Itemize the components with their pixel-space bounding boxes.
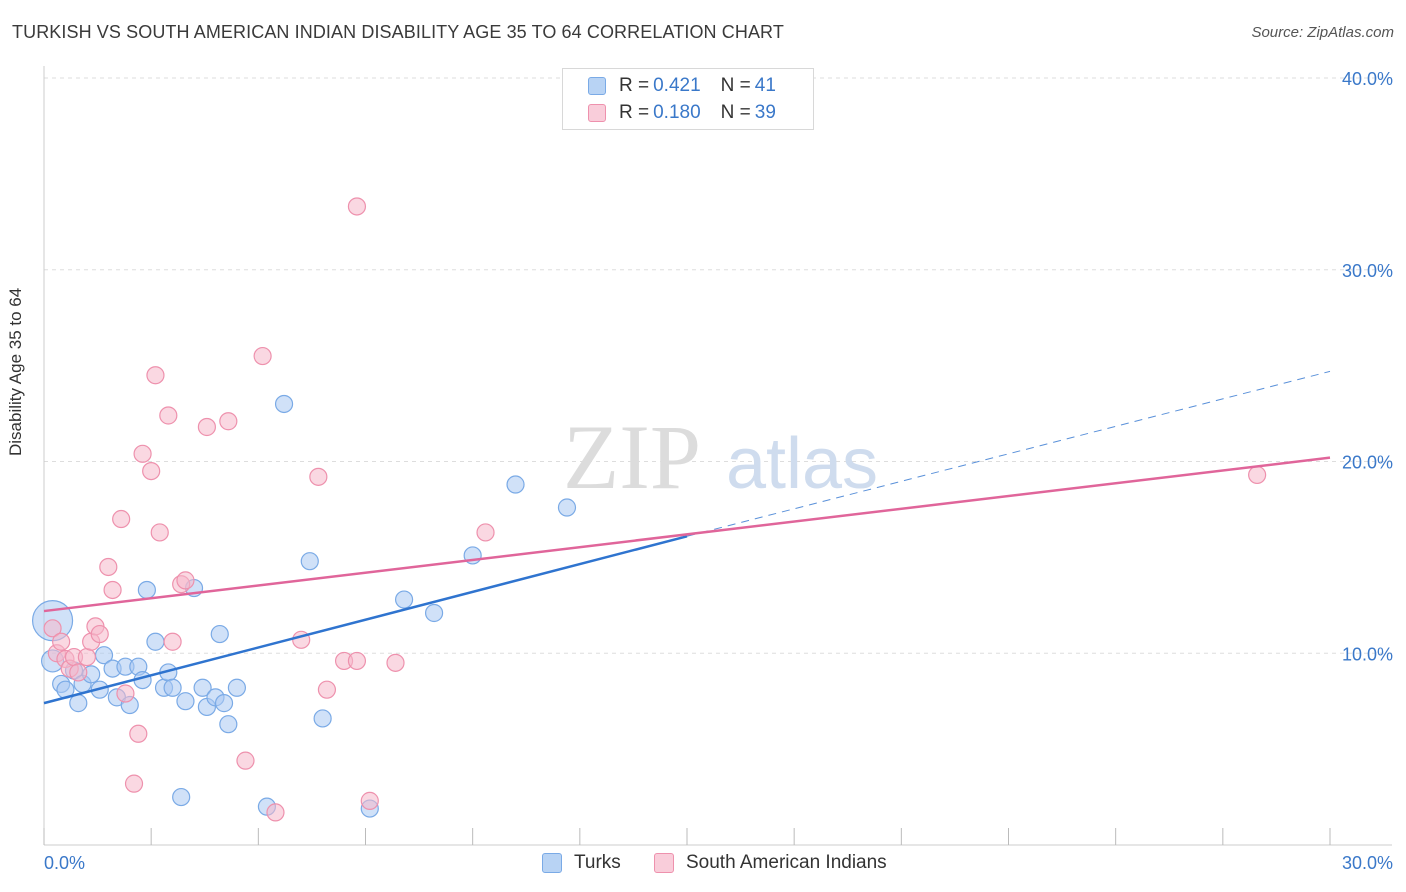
turks-point	[394, 590, 414, 609]
sai-point	[347, 651, 367, 671]
sai-point	[69, 663, 88, 682]
turks-point	[313, 709, 332, 728]
watermark: ZIP atlas	[563, 406, 878, 508]
sai-point	[142, 461, 161, 481]
turks-point	[163, 678, 182, 697]
sai-point	[52, 632, 71, 651]
legend-r-label: R =	[619, 75, 650, 96]
turks-legend-swatch	[542, 853, 562, 873]
sai-swatch	[588, 104, 606, 122]
turks-point	[193, 678, 212, 697]
sai-point	[129, 724, 148, 743]
legend-row-sai: R = 0.180 N = 39	[588, 101, 776, 125]
sai-point	[133, 444, 152, 463]
turks-point	[69, 694, 88, 713]
legend-n-value: 41	[754, 75, 776, 96]
sai-point	[476, 523, 495, 542]
legend-n-label: N =	[720, 102, 751, 123]
chart-title: TURKISH VS SOUTH AMERICAN INDIAN DISABIL…	[12, 22, 784, 42]
legend-n-label: N =	[720, 75, 751, 96]
legend-item-turks: Turks	[542, 852, 621, 874]
sai-point	[309, 467, 328, 486]
correlation-legend: R = 0.421 N = 41 R = 0.180 N = 39	[562, 68, 814, 130]
watermark-atlas: atlas	[726, 424, 878, 504]
turks-trend-extension	[686, 370, 1331, 537]
sai-point	[176, 571, 195, 590]
sai-point	[317, 680, 337, 699]
sai-point	[77, 647, 96, 667]
sai-point	[163, 632, 182, 651]
sai-point	[150, 523, 169, 542]
y-tick-label: 20.0%	[1342, 453, 1393, 473]
sai-point	[43, 619, 62, 638]
turks-point	[137, 580, 156, 600]
turks-point	[274, 394, 294, 414]
turks-point	[176, 692, 195, 711]
sai-point	[347, 197, 367, 216]
sai-trend-line	[43, 456, 1331, 613]
legend-label-sai: South American Indians	[686, 852, 887, 873]
sai-point	[112, 509, 131, 529]
sai-point	[103, 580, 122, 600]
legend-r-label: R =	[619, 102, 650, 123]
sai-point	[124, 774, 144, 793]
sai-point	[253, 346, 272, 366]
sai-point	[266, 803, 285, 822]
sai-point	[236, 751, 255, 770]
data-points	[31, 197, 1267, 822]
sai-point	[360, 791, 379, 810]
sai-point	[219, 412, 238, 431]
turks-point	[424, 603, 444, 623]
turks-point	[227, 678, 246, 697]
tick-labels: 10.0% 20.0% 30.0% 40.0% 0.0% 30.0%	[44, 69, 1393, 873]
y-axis-label: Disability Age 35 to 64	[6, 287, 25, 456]
y-tick-label: 10.0%	[1342, 644, 1393, 664]
turks-point	[506, 475, 525, 494]
sai-point	[146, 366, 165, 385]
sai-point	[1248, 465, 1267, 485]
sai-point	[116, 684, 135, 703]
gridlines	[44, 77, 1392, 654]
turks-point	[557, 498, 577, 517]
axes	[43, 66, 1392, 846]
sai-point	[197, 417, 216, 437]
turks-trend-line	[43, 535, 688, 705]
sai-point	[386, 653, 405, 672]
turks-point	[210, 624, 229, 644]
sai-point	[159, 406, 178, 425]
turks-point	[300, 552, 319, 571]
watermark-zip: ZIP	[563, 406, 701, 508]
sai-point	[99, 557, 118, 577]
turks-point	[146, 632, 165, 651]
legend-r-value: 0.421	[653, 75, 701, 96]
y-tick-label: 40.0%	[1342, 69, 1393, 89]
sai-point	[90, 624, 109, 644]
x-tick-label: 0.0%	[44, 853, 85, 873]
series-legend: Turks South American Indians	[0, 852, 1406, 876]
turks-point	[214, 694, 234, 713]
x-tick-label: 30.0%	[1342, 853, 1393, 873]
y-tick-label: 30.0%	[1342, 261, 1393, 281]
legend-r-value: 0.180	[653, 102, 701, 123]
legend-item-sai: South American Indians	[654, 852, 887, 874]
source-credit: Source: ZipAtlas.com	[1251, 24, 1394, 41]
legend-label-turks: Turks	[574, 852, 621, 873]
legend-row-turks: R = 0.421 N = 41	[588, 74, 776, 98]
turks-point	[172, 787, 191, 807]
legend-n-value: 39	[754, 102, 776, 123]
turks-swatch	[588, 77, 606, 95]
sai-legend-swatch	[654, 853, 674, 873]
turks-point	[219, 715, 238, 734]
trend-lines	[43, 370, 1331, 705]
